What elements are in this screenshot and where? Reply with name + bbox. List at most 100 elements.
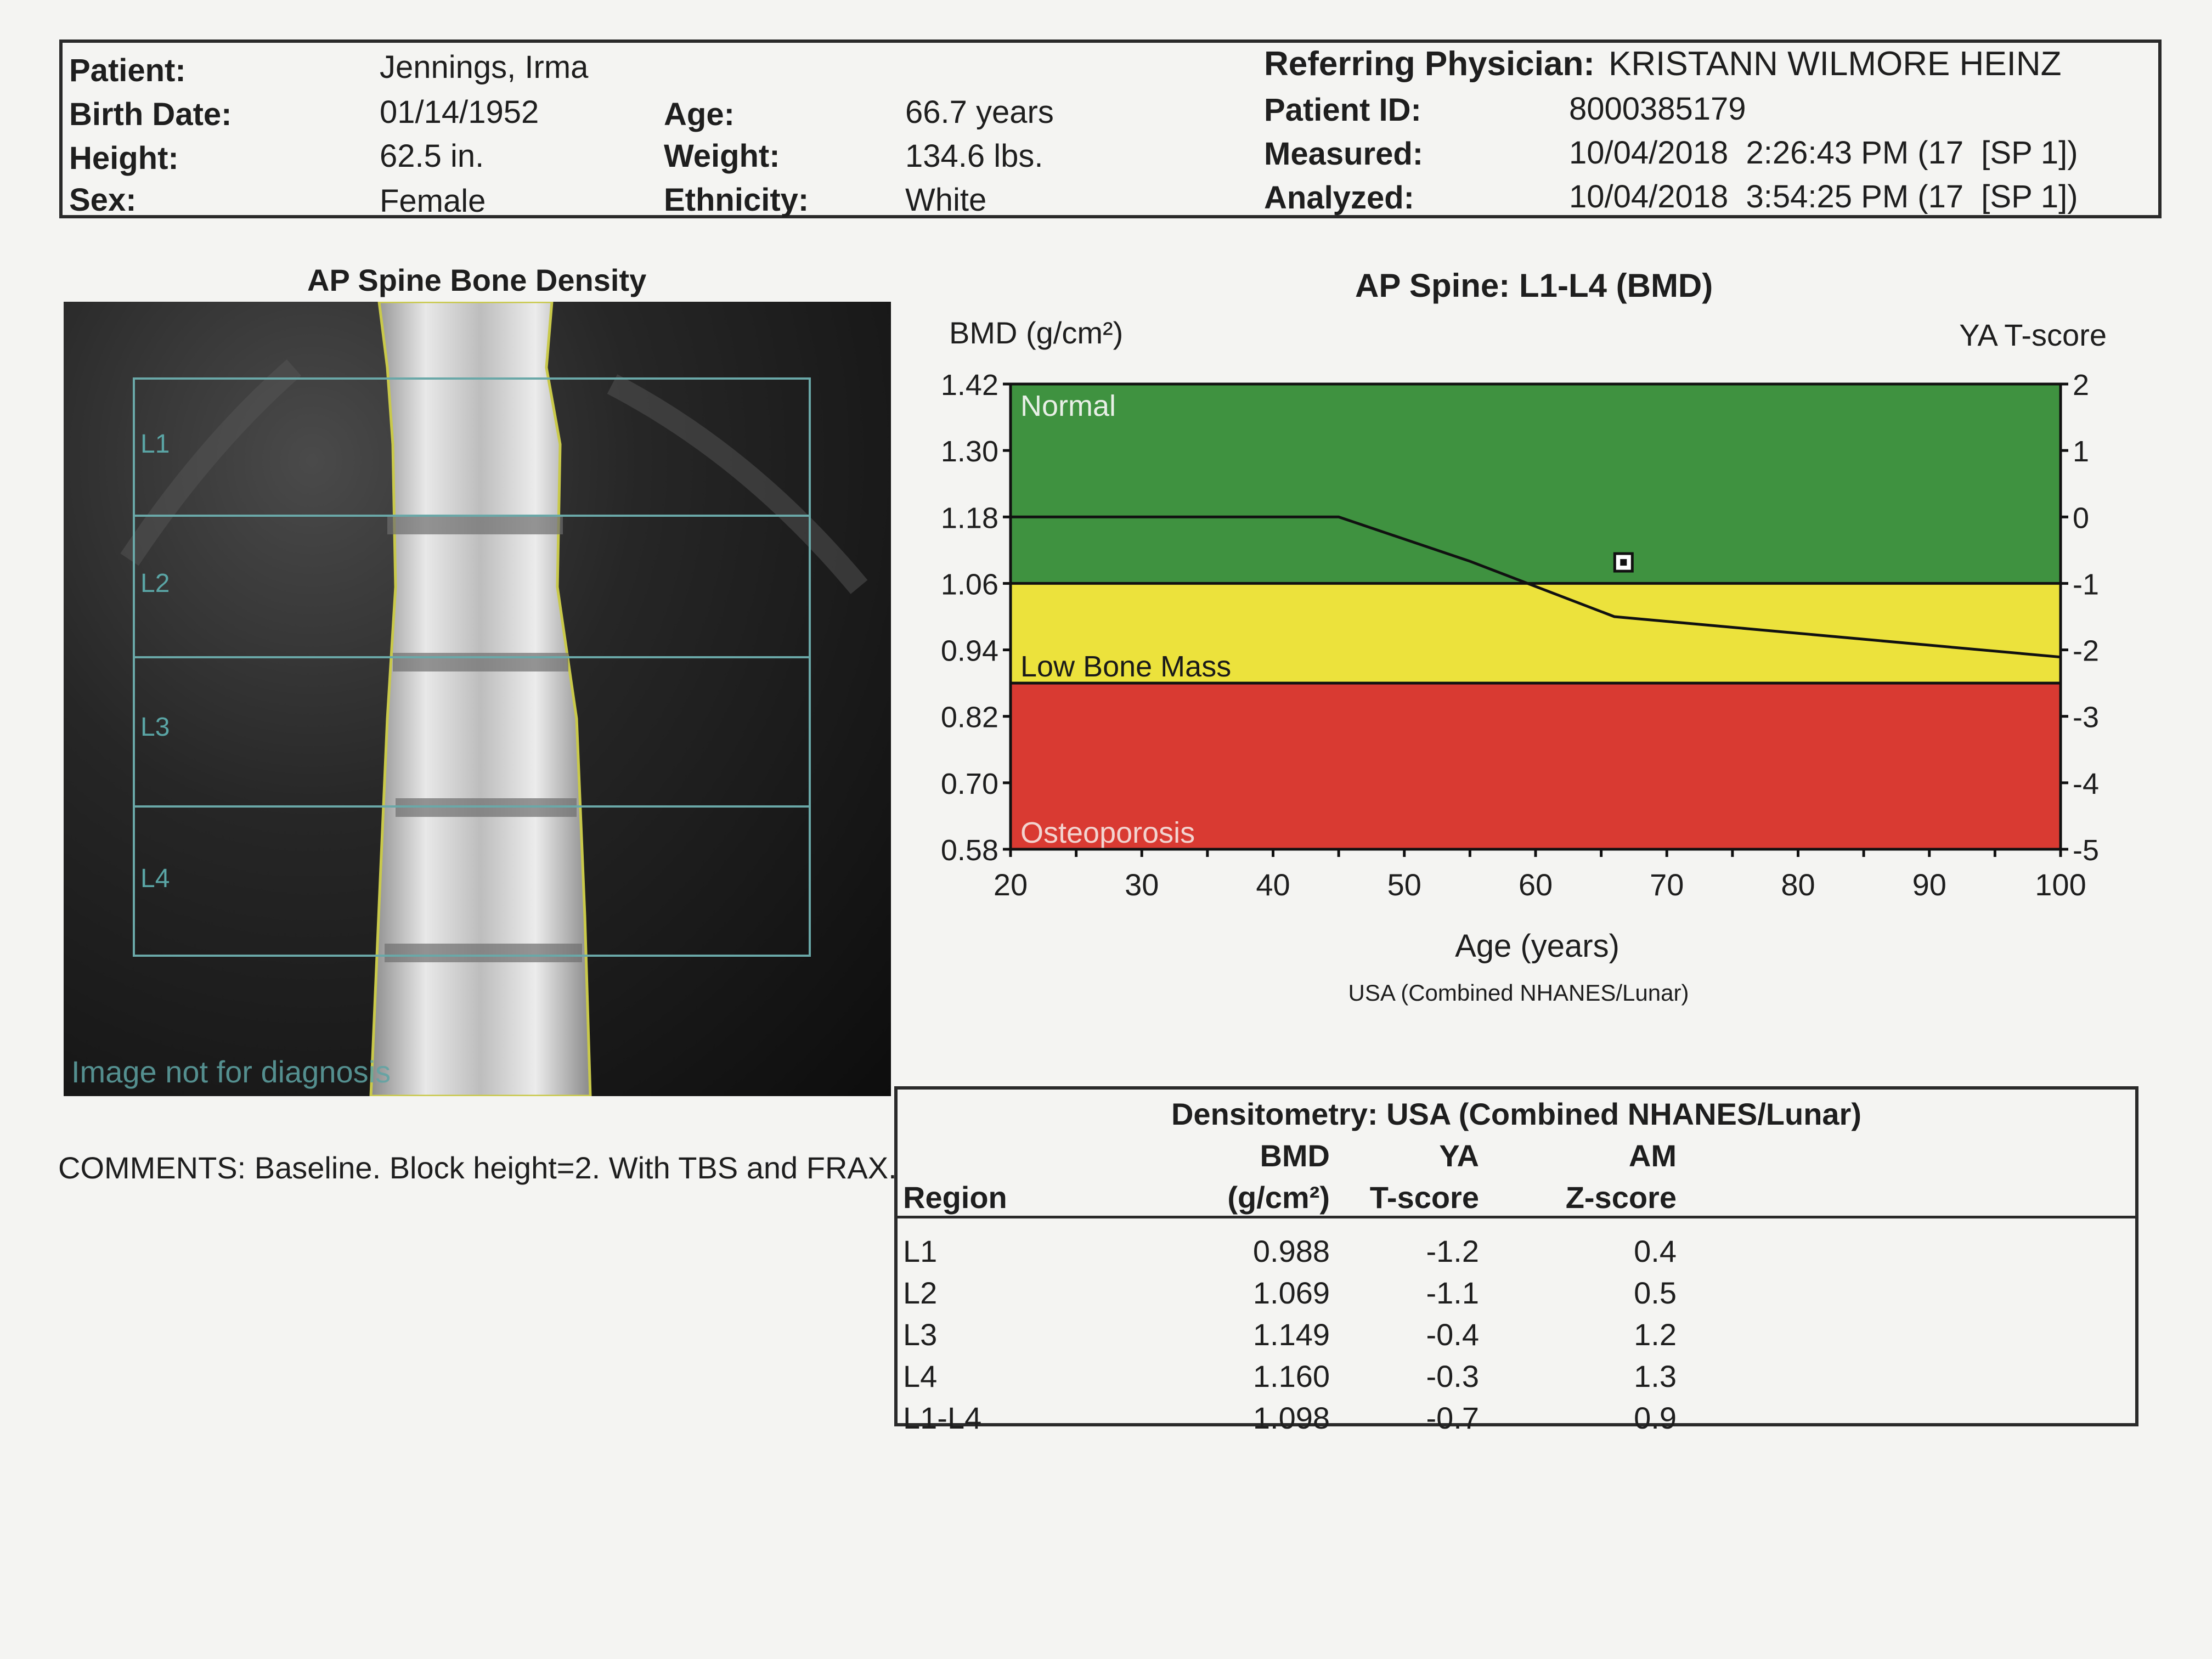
spine-scan-drawing: [120, 302, 868, 1096]
x-tick-label: 100: [2035, 867, 2086, 902]
x-tick-label: 50: [1387, 867, 1421, 902]
sex-value: Female: [380, 183, 486, 219]
reference-curve: [1011, 515, 2061, 659]
age-value: 66.7 years: [905, 94, 1054, 130]
roi-label-l2: L2: [140, 569, 170, 598]
physician-value: KRISTANN WILMORE HEINZ: [1609, 45, 2062, 83]
roi-label-l4: L4: [140, 864, 170, 893]
patient-id-label: Patient ID:: [1264, 92, 1421, 128]
region-header: Region: [903, 1180, 1007, 1215]
y-tick-label: 0.94: [941, 635, 998, 668]
table-cell-bmd: 1.160: [1252, 1359, 1330, 1393]
x-tick-label: 80: [1781, 867, 1815, 902]
bmd-header-bottom: (g/cm²): [1227, 1180, 1330, 1215]
chart-title: AP Spine: L1-L4 (BMD): [1355, 267, 1713, 304]
x-tick-label: 90: [1912, 867, 1946, 902]
roi-label-l1: L1: [140, 430, 170, 459]
table-cell-z-score: 1.3: [1634, 1359, 1677, 1393]
weight-label: Weight:: [664, 138, 780, 174]
band-label: Low Bone Mass: [1020, 650, 1231, 683]
ya-header-top: YA: [1439, 1138, 1479, 1173]
not-for-diagnosis-watermark: Image not for diagnosis: [71, 1054, 391, 1089]
patient-point-center: [1620, 559, 1627, 566]
height-label: Height:: [69, 140, 179, 176]
y2-axis-label: YA T-score: [1959, 318, 2107, 352]
band-osteoporosis: [1011, 683, 2061, 849]
physician-label: Referring Physician:: [1264, 45, 1595, 83]
x-tick-label: 60: [1519, 867, 1553, 902]
band-label: Normal: [1020, 390, 1116, 422]
table-cell-t-score: -1.1: [1426, 1276, 1480, 1310]
table-cell-z-score: 0.4: [1634, 1234, 1677, 1268]
y2-tick-label: 0: [2073, 501, 2089, 534]
patient-name: Jennings, Irma: [380, 49, 589, 85]
patient-id-value: 8000385179: [1569, 91, 1746, 127]
table-cell-region: L3: [903, 1317, 938, 1352]
reference-population-label: USA (Combined NHANES/Lunar): [1348, 980, 1689, 1006]
table-cell-region: L2: [903, 1276, 938, 1310]
y-axis-label: BMD (g/cm²): [949, 315, 1123, 350]
roi-label-l3: L3: [140, 713, 170, 742]
table-cell-t-score: -0.3: [1426, 1359, 1480, 1393]
table-cell-region: L1: [903, 1234, 938, 1268]
ya-header-bottom: T-score: [1369, 1180, 1479, 1215]
table-cell-t-score: -1.2: [1426, 1234, 1480, 1268]
sex-label: Sex:: [69, 182, 137, 218]
y-tick-label: 1.30: [941, 435, 998, 468]
am-header-bottom: Z-score: [1565, 1180, 1677, 1215]
band-label: Osteoporosis: [1020, 816, 1195, 849]
measured-value: 10/04/2018 2:26:43 PM (17 [SP 1]): [1569, 135, 2078, 171]
table-cell-z-score: 0.5: [1634, 1276, 1677, 1310]
bmd-age-chart: Normal Low Bone Mass Osteoporosis 1.42 1.30 1…: [941, 315, 2107, 1006]
y-tick-label: 0.70: [941, 768, 998, 800]
densitometry-table: Densitometry: USA (Combined NHANES/Lunar…: [894, 1086, 2138, 1435]
spine-image-title: AP Spine Bone Density: [307, 263, 647, 297]
x-tick-label: 30: [1125, 867, 1159, 902]
y2-tick-label: 2: [2073, 369, 2089, 402]
x-axis-label: Age (years): [1455, 928, 1620, 964]
table-cell-region: L4: [903, 1359, 938, 1393]
y2-tick-label: -1: [2073, 568, 2099, 601]
weight-value: 134.6 lbs.: [905, 138, 1043, 174]
ethnicity-label: Ethnicity:: [664, 182, 809, 218]
band-low-bone-mass: [1011, 583, 2061, 684]
table-cell-bmd: 0.988: [1252, 1234, 1330, 1268]
bmd-header-top: BMD: [1260, 1138, 1330, 1173]
analyzed-value: 10/04/2018 3:54:25 PM (17 [SP 1]): [1569, 179, 2078, 215]
y2-tick-label: -2: [2073, 635, 2099, 668]
table-cell-bmd: 1.149: [1252, 1317, 1330, 1352]
birth-date-value: 01/14/1952: [380, 94, 539, 130]
measured-label: Measured:: [1264, 136, 1424, 172]
y2-tick-label: -4: [2073, 768, 2099, 800]
x-tick-label: 40: [1256, 867, 1290, 902]
y-tick-label: 0.58: [941, 834, 998, 867]
analyzed-label: Analyzed:: [1264, 180, 1414, 216]
band-normal: [1011, 384, 2061, 584]
y-tick-label: 1.18: [941, 501, 998, 534]
table-cell-z-score: 0.9: [1634, 1401, 1677, 1435]
spine-scan-image: L1 L2 L3 L4 Image not for diagnosis: [64, 302, 891, 1096]
am-header-top: AM: [1628, 1138, 1677, 1173]
y2-tick-label: -5: [2073, 834, 2099, 867]
table-cell-z-score: 1.2: [1634, 1317, 1677, 1352]
y2-tick-label: -3: [2073, 701, 2099, 734]
table-header-rule: [898, 1216, 2135, 1218]
table-cell-bmd: 1.069: [1252, 1276, 1330, 1310]
table-title: Densitometry: USA (Combined NHANES/Lunar…: [1171, 1097, 1861, 1131]
age-label: Age:: [664, 97, 735, 132]
x-tick-label: 20: [994, 867, 1028, 902]
y-tick-label: 1.06: [941, 568, 998, 601]
y-tick-label: 0.82: [941, 701, 998, 734]
height-value: 62.5 in.: [380, 138, 484, 174]
patient-label: Patient:: [69, 53, 186, 88]
comments-text: COMMENTS: Baseline. Block height=2. With…: [58, 1150, 897, 1185]
birth-date-label: Birth Date:: [69, 97, 232, 132]
x-tick-label: 70: [1650, 867, 1684, 902]
table-cell-region: L1-L4: [903, 1401, 982, 1435]
y-tick-label: 1.42: [941, 369, 998, 402]
table-cell-t-score: -0.7: [1426, 1401, 1480, 1435]
ethnicity-value: White: [905, 182, 987, 218]
table-cell-bmd: 1.098: [1252, 1401, 1330, 1435]
table-cell-t-score: -0.4: [1426, 1317, 1480, 1352]
y2-tick-label: 1: [2073, 435, 2089, 468]
